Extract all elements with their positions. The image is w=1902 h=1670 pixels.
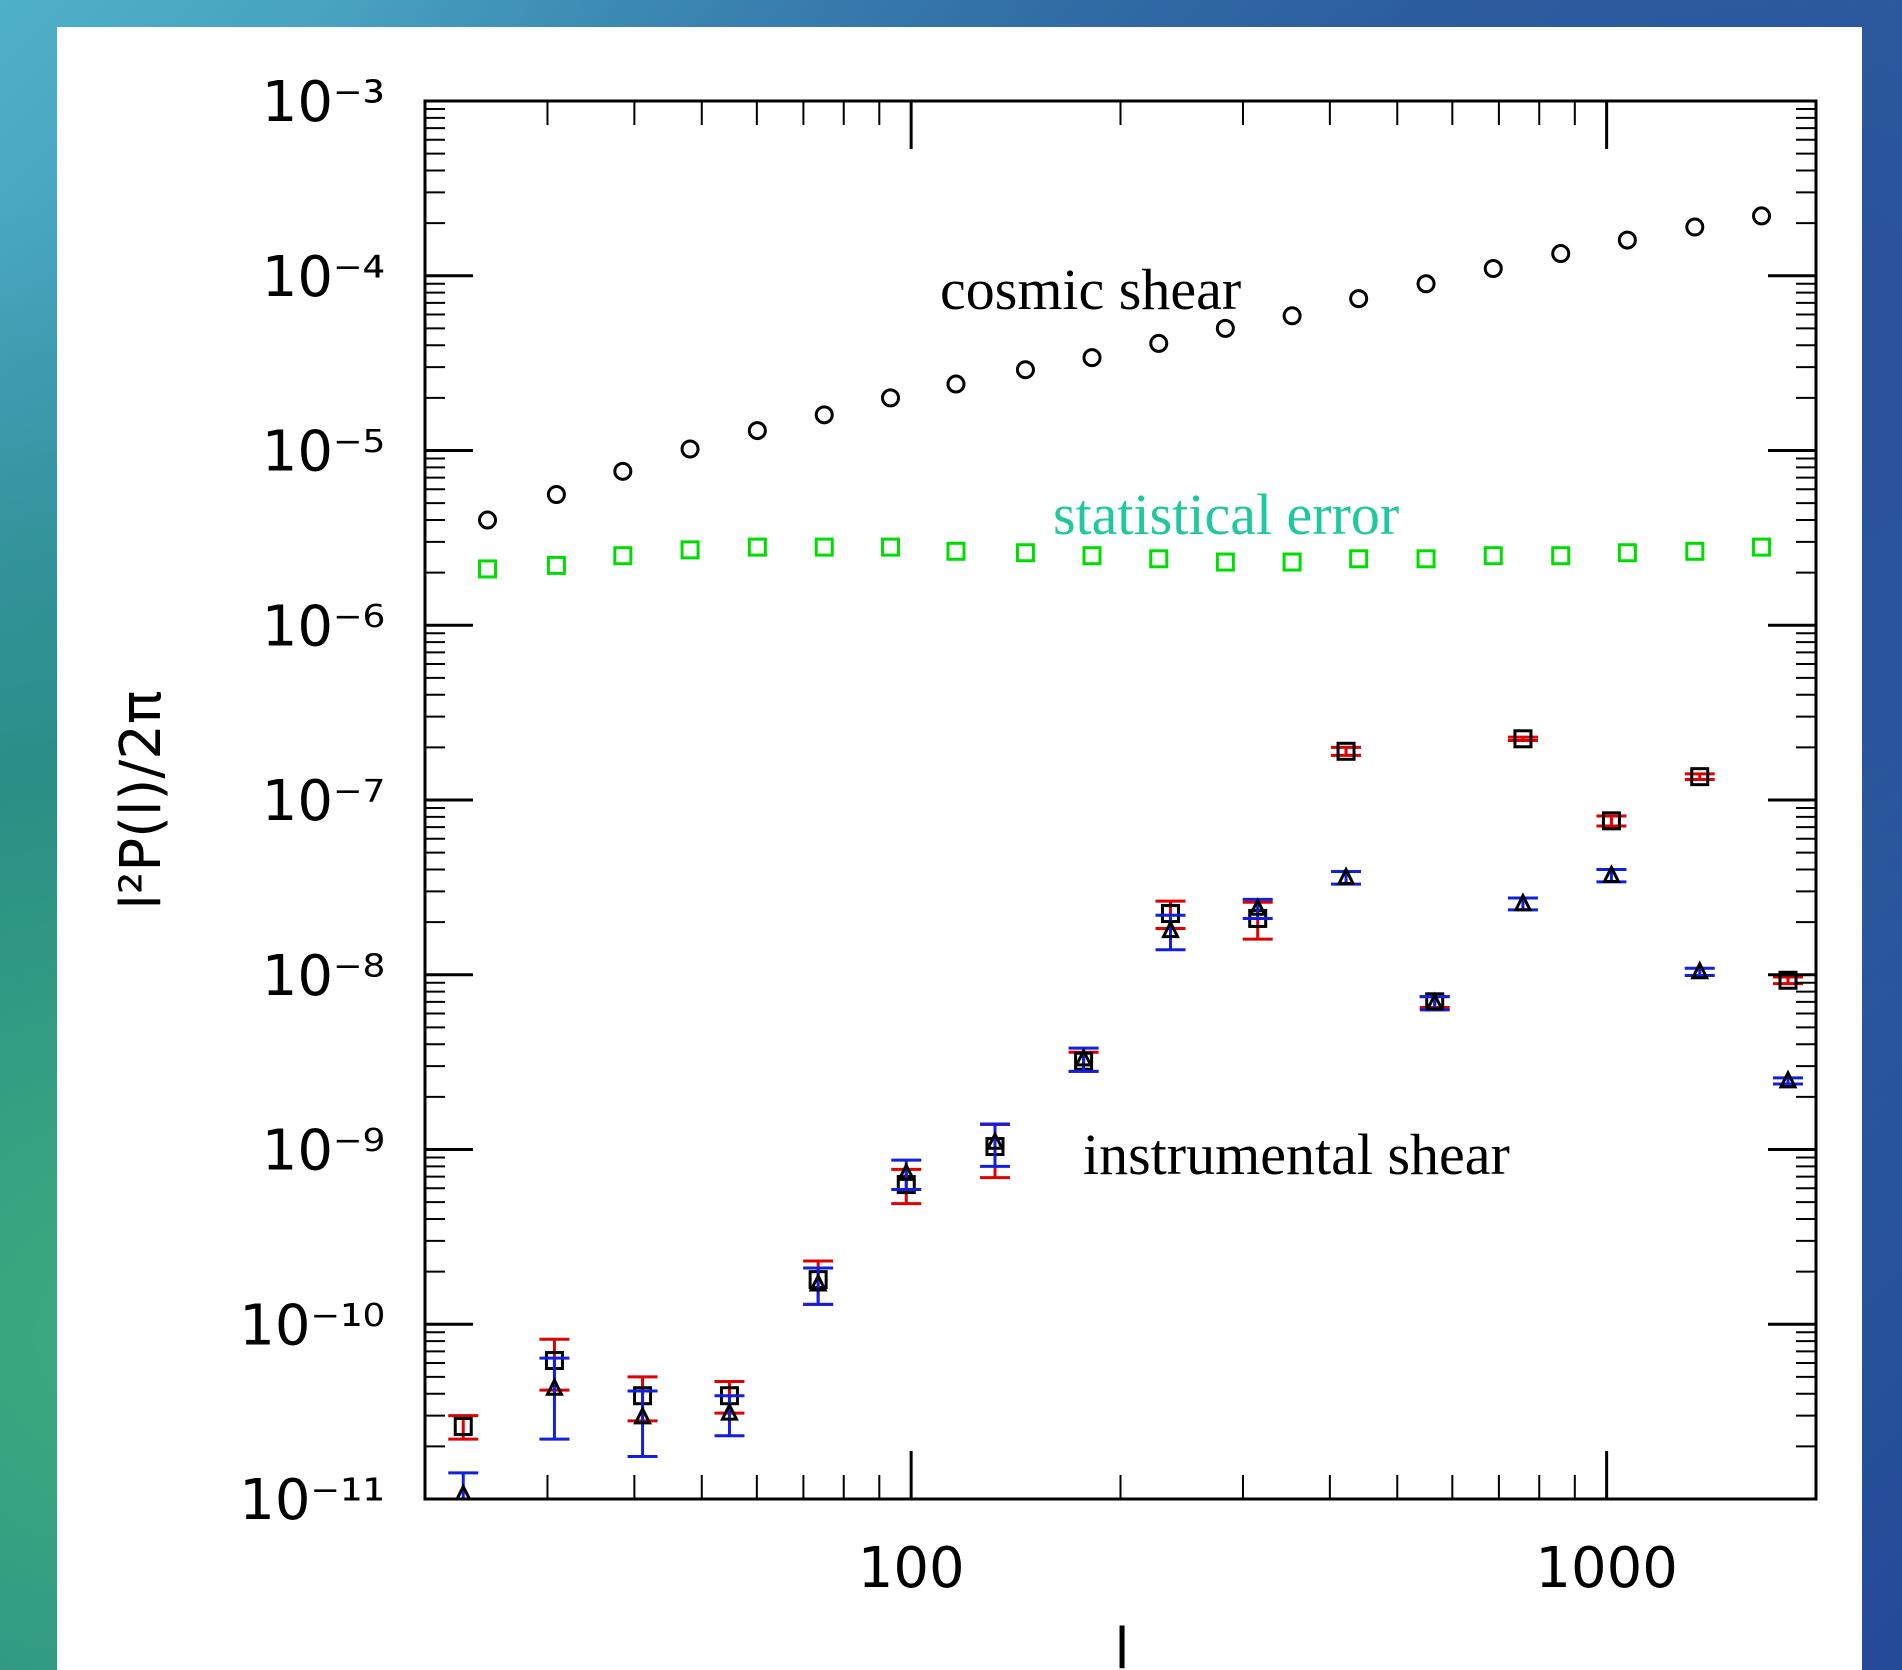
data-point [1685,541,1705,561]
data-point [613,461,633,481]
data-point [545,1376,564,1396]
y-tick-label: 10⁻⁹ [262,1119,385,1184]
data-point [1149,333,1169,353]
data-point [1282,306,1302,326]
data-point [881,537,901,557]
data-point [946,541,966,561]
axes: 10⁻¹¹ 10⁻¹⁰ 10⁻⁹ 10⁻⁸ 10⁻⁷ 10⁻⁶ 10⁻⁵ 10⁻⁴ 10⁻³ 10… [109,70,1818,1670]
error-bar [1507,735,1538,743]
data-point [1513,729,1533,749]
plot-area [448,206,1804,1499]
error-bar [1684,772,1715,782]
panel [57,27,1862,1670]
x-tick-label: 100 [858,1536,965,1601]
data-point [1778,1069,1798,1089]
data-point [1416,274,1436,294]
data-point [1416,549,1436,569]
data-point [881,388,901,408]
data-point [1082,348,1102,368]
error-bar [1684,966,1715,978]
data-point [1483,546,1503,566]
data-point [1551,244,1571,264]
annotation: statistical error [1053,482,1399,547]
data-point [680,439,700,459]
data-point [1015,360,1035,380]
data-point [1015,543,1035,563]
y-tick-label: 10⁻⁸ [262,944,385,1009]
data-point [680,540,700,560]
y-tick-label: 10⁻¹⁰ [239,1293,385,1358]
y-tick-label: 10⁻¹¹ [239,1468,385,1533]
y-tick-label: 10⁻⁵ [262,420,385,485]
error-bar [1331,745,1362,757]
annotation: cosmic shear [940,257,1241,322]
data-point [1074,1047,1094,1067]
data-point [985,1130,1005,1150]
data-point [1752,537,1772,557]
data-point [1161,919,1180,939]
data-point [453,1416,473,1436]
error-bar [1773,1076,1804,1086]
data-point [1617,230,1637,250]
data-point [1778,970,1798,990]
data-point [633,1405,652,1425]
x-axis-label: l [1114,1617,1130,1670]
data-point [1617,543,1637,563]
data-point [613,546,633,566]
x-tick-label: 1000 [1535,1536,1678,1601]
y-axis-label: l²P(l)/2π [109,690,174,909]
y-tick-label: 10⁻³ [262,70,385,135]
data-point [1215,552,1235,572]
data-point [546,555,566,575]
data-point [1601,811,1621,831]
data-point [1551,546,1571,566]
y-tick-label: 10⁻⁴ [262,245,385,310]
data-point [1215,318,1235,338]
data-point [896,1162,916,1181]
data-point [747,537,767,557]
data-point [1602,864,1621,883]
data-point [546,485,566,505]
data-point [1685,217,1705,237]
data-point [808,1272,828,1292]
data-point [814,405,834,425]
annotation: instrumental shear [1083,1122,1510,1187]
data-point [1349,289,1369,309]
data-point [1336,866,1356,886]
data-point [478,559,498,579]
data-point [1690,767,1710,787]
data-point [720,1401,739,1421]
data-point [1690,960,1710,980]
error-bar [1596,814,1627,828]
data-point [1336,741,1356,761]
data-point [1349,549,1369,569]
y-tick-label: 10⁻⁶ [262,594,385,659]
data-point [1082,546,1102,566]
data-point [478,510,498,530]
data-point [1425,991,1445,1011]
data-point [1513,892,1533,912]
data-point [1752,206,1772,226]
data-point [455,1483,472,1499]
error-bar [539,1356,570,1441]
y-tick-label: 10⁻⁷ [262,769,385,834]
data-point [1483,259,1503,279]
data-point [1149,549,1169,569]
data-point [946,374,966,394]
data-point [1248,896,1268,916]
data-point [747,421,767,441]
data-point [1282,552,1302,572]
data-point [814,537,834,557]
